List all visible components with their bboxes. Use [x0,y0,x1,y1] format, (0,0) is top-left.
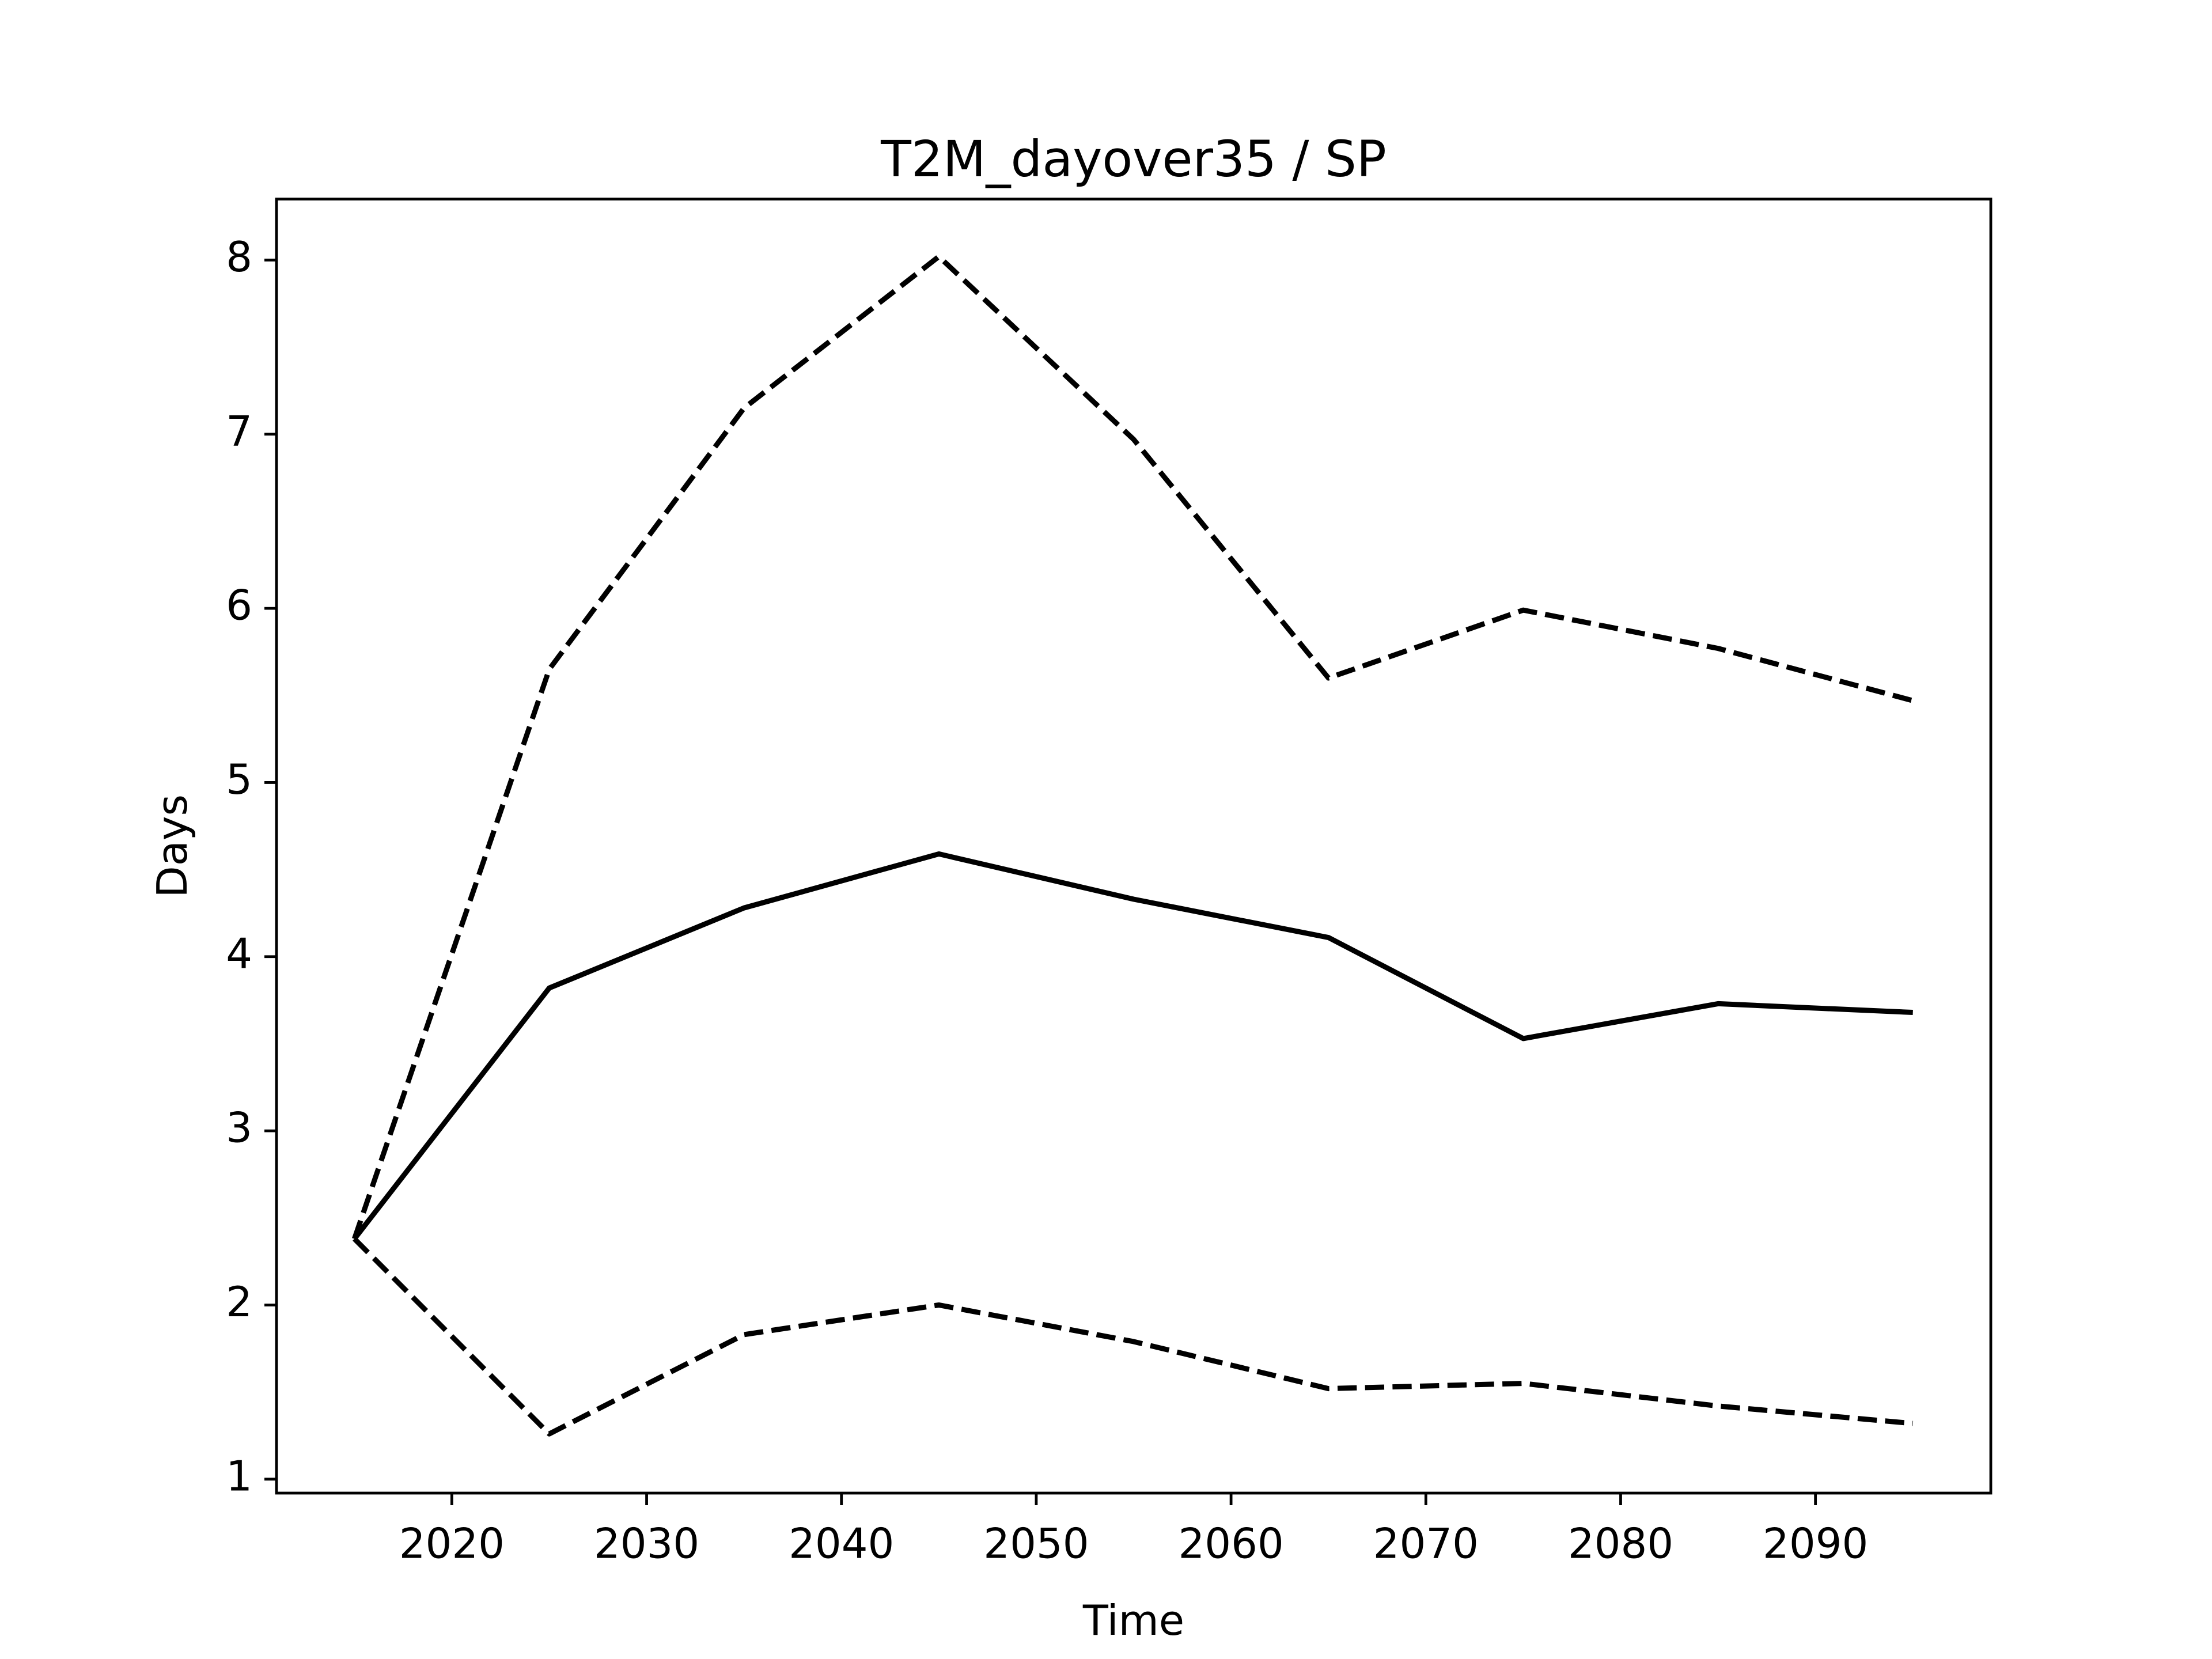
y-axis-label: Days [148,794,196,898]
chart-title: T2M_dayover35 / SP [880,131,1387,188]
line-series [352,253,1914,1240]
line-series [353,1237,1914,1437]
x-tick-label: 2070 [1373,1520,1479,1568]
x-axis-label: Time [1082,1596,1184,1645]
y-tick-label: 5 [226,755,252,804]
x-tick-label: 2030 [594,1520,699,1568]
y-tick-label: 6 [226,581,252,630]
y-tick-label: 2 [226,1278,252,1326]
x-tick-label: 2090 [1763,1520,1868,1568]
y-tick-label: 8 [226,233,252,281]
x-tick-label: 2050 [983,1520,1089,1568]
line-series [352,851,1913,1241]
y-tick-label: 1 [226,1452,252,1500]
x-tick-label: 2060 [1178,1520,1283,1568]
x-tick-label: 2080 [1568,1520,1673,1568]
y-tick-label: 7 [226,407,252,455]
y-tick-label: 3 [226,1104,252,1152]
x-tick-label: 2020 [399,1520,505,1568]
x-tick-label: 2040 [789,1520,894,1568]
plot-frame [275,198,1993,1495]
y-tick-label: 4 [226,929,252,978]
